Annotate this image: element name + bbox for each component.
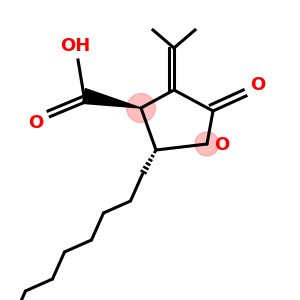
Circle shape: [195, 132, 219, 156]
Circle shape: [127, 94, 155, 122]
Text: OH: OH: [60, 38, 90, 56]
Text: O: O: [28, 114, 44, 132]
Polygon shape: [82, 89, 141, 108]
Text: O: O: [250, 76, 266, 94]
Text: O: O: [214, 136, 230, 154]
